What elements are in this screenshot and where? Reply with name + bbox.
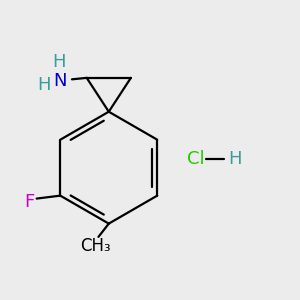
- Text: Cl: Cl: [187, 150, 205, 168]
- Text: H: H: [229, 150, 242, 168]
- Text: F: F: [24, 193, 34, 211]
- Text: N: N: [53, 72, 67, 90]
- Text: CH₃: CH₃: [80, 237, 111, 255]
- Text: H: H: [52, 53, 65, 71]
- Text: H: H: [37, 76, 51, 94]
